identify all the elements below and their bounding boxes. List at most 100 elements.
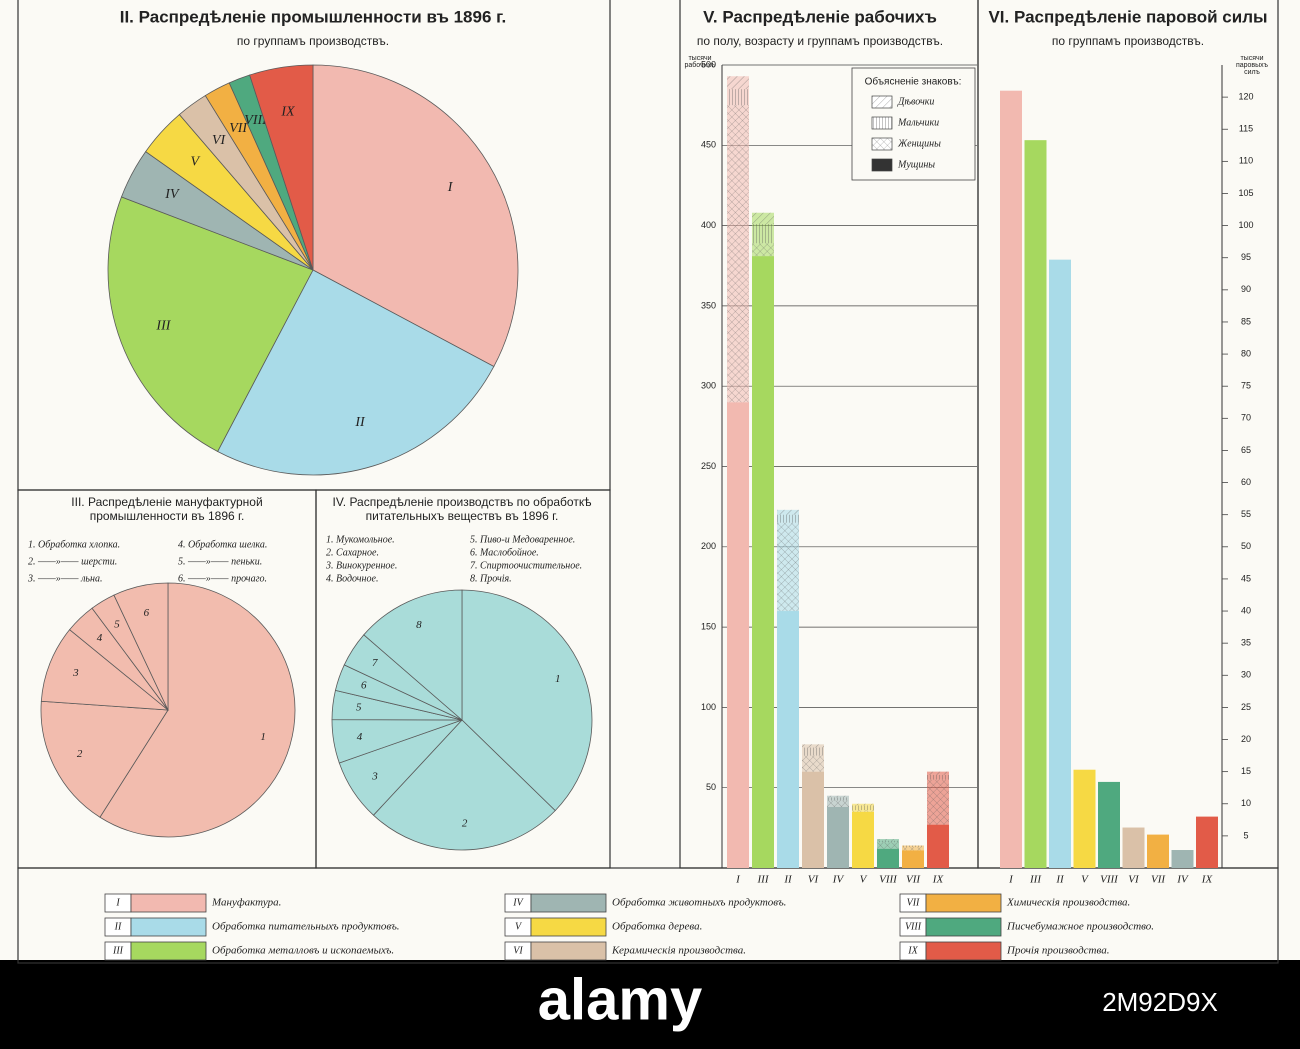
hatch <box>877 839 899 841</box>
bar <box>1122 827 1145 868</box>
hatch <box>927 771 949 775</box>
legend-entry: 4. Водочное. <box>326 573 378 584</box>
legend-code: VI <box>513 945 523 956</box>
chart-subtitle: по полу, возрасту и группамъ производств… <box>697 34 943 48</box>
legend-label: Дѣвочки <box>897 96 934 107</box>
legend-label: Химическія производства. <box>1006 897 1130 909</box>
y-tick-label: 75 <box>1241 381 1251 391</box>
pie-slice <box>40 629 170 711</box>
x-tick-label: IX <box>932 874 945 886</box>
slice-label: V <box>190 155 200 170</box>
y-tick-label: 35 <box>1241 638 1251 648</box>
legend-label: Мущины <box>897 159 935 170</box>
legend-code: V <box>515 921 523 932</box>
legend-entry: 5. Пиво-и Медоваренное. <box>470 534 575 545</box>
slice-label: IV <box>164 187 180 202</box>
x-tick-label: II <box>783 874 793 886</box>
legend-entry: 3. ——»—— льна. <box>27 573 102 584</box>
y-tick-label: 25 <box>1241 702 1251 712</box>
pie-slice <box>363 589 463 721</box>
axis-label: тысячи <box>1240 55 1263 62</box>
x-tick-label: VI <box>1128 874 1140 886</box>
hatch <box>827 795 849 798</box>
chart-title: IV. Распредѣленіе производствъ по обрабо… <box>333 495 592 509</box>
bar <box>1196 816 1218 868</box>
chart-title: промышленности въ 1896 г. <box>90 509 245 523</box>
legend-code: I <box>115 897 120 908</box>
bar-segment <box>752 256 774 868</box>
hatch <box>727 105 749 403</box>
chart-subtitle: по группамъ производствъ. <box>1052 34 1204 48</box>
slice-label: 6 <box>144 607 150 619</box>
image-id: 2M92D9X <box>1102 987 1218 1017</box>
pie-slice <box>107 196 314 453</box>
bar-segment <box>802 771 824 868</box>
hatch <box>727 89 749 106</box>
pie-slice <box>312 64 519 368</box>
hatch <box>752 212 774 224</box>
bar-segment <box>927 824 949 868</box>
hatch <box>802 755 824 772</box>
hatch <box>927 779 949 825</box>
chart-title: III. Распредѣленіе мануфактурной <box>71 495 262 509</box>
y-tick-label: 60 <box>1241 477 1251 487</box>
legend-swatch <box>130 941 207 961</box>
chart-title: II. Распредѣленіе промышленности въ 1896… <box>120 7 507 26</box>
hatch <box>777 514 799 523</box>
legend-label: Писчебумажное производство. <box>1006 921 1154 933</box>
axis-label: силъ <box>1244 69 1260 76</box>
y-tick-label: 50 <box>706 782 716 792</box>
legend-entry: 6. Маслобойное. <box>470 547 539 558</box>
slice-label: VI <box>212 133 227 148</box>
slice-label: 6 <box>361 679 367 691</box>
y-tick-label: 55 <box>1241 509 1251 519</box>
slice-label: 8 <box>416 619 422 631</box>
legend-code: III <box>112 945 124 956</box>
hatch <box>802 744 824 748</box>
legend-code: VII <box>907 897 920 908</box>
x-tick-label: IX <box>1201 874 1214 886</box>
slice-label: 3 <box>371 770 378 782</box>
pie-slice <box>40 700 169 818</box>
hatch <box>852 803 874 806</box>
legend-label: Обработка животныхъ продуктовъ. <box>612 897 786 909</box>
x-tick-label: VII <box>906 874 921 886</box>
x-tick-label: IV <box>1176 874 1189 886</box>
x-tick-label: V <box>1081 874 1089 886</box>
legend-swatch <box>130 917 207 937</box>
legend-label: Керамическія производства. <box>611 945 746 957</box>
bar <box>1098 781 1120 868</box>
legend-title: Объясненіе знаковъ: <box>865 76 962 88</box>
hatch <box>872 117 892 129</box>
slice-label: 1 <box>260 731 266 743</box>
frame <box>17 867 1279 964</box>
y-tick-label: 500 <box>701 59 716 69</box>
x-tick-label: VI <box>808 874 820 886</box>
legend-entry: 2. Сахарное. <box>326 547 379 558</box>
hatch <box>927 774 949 780</box>
slice-label: IX <box>280 104 295 119</box>
x-tick-label: VIII <box>1100 874 1119 886</box>
axis-label: паровыхъ <box>1236 62 1269 69</box>
hatch <box>727 76 749 90</box>
legend-code: IV <box>512 897 524 908</box>
y-tick-label: 20 <box>1241 734 1251 744</box>
hatch <box>752 243 774 257</box>
y-tick-label: 100 <box>1238 220 1253 230</box>
axis-label: рабочихъ <box>685 61 717 69</box>
legend-code: VIII <box>905 921 922 932</box>
slice-label: 4 <box>357 731 363 743</box>
x-tick-label: VII <box>1151 874 1166 886</box>
bar-segment <box>727 402 749 868</box>
y-tick-label: 110 <box>1239 156 1253 166</box>
pie-slice <box>372 719 556 851</box>
hatch <box>802 747 824 756</box>
axis-label: тысячи <box>688 55 711 62</box>
legend-label: Прочія производства. <box>1006 945 1109 957</box>
legend-entry: 2. ——»—— шерсти. <box>28 556 117 567</box>
bar-segment <box>777 611 799 868</box>
chart-subtitle: по группамъ производствъ. <box>237 34 389 48</box>
y-tick-label: 85 <box>1241 316 1251 326</box>
brand: alamy <box>538 967 702 1032</box>
hatch <box>777 509 799 515</box>
